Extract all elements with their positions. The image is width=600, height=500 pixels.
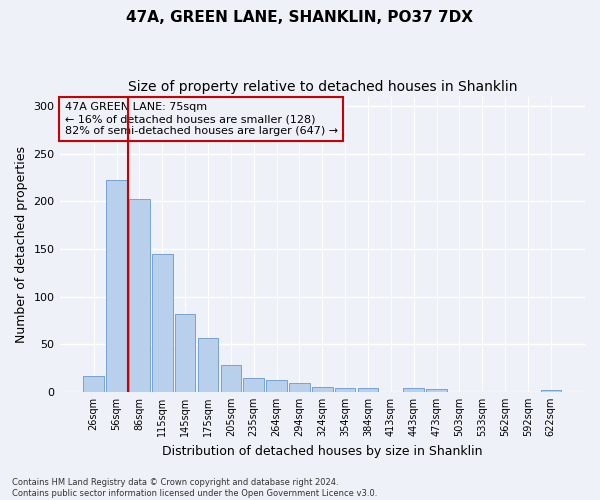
Bar <box>266 380 287 392</box>
Bar <box>175 314 196 392</box>
Text: 47A GREEN LANE: 75sqm
← 16% of detached houses are smaller (128)
82% of semi-det: 47A GREEN LANE: 75sqm ← 16% of detached … <box>65 102 338 136</box>
Bar <box>152 254 173 392</box>
Title: Size of property relative to detached houses in Shanklin: Size of property relative to detached ho… <box>128 80 517 94</box>
Bar <box>426 389 447 392</box>
Bar <box>335 388 355 392</box>
Bar <box>106 180 127 392</box>
Y-axis label: Number of detached properties: Number of detached properties <box>15 146 28 342</box>
Bar <box>541 390 561 392</box>
Text: 47A, GREEN LANE, SHANKLIN, PO37 7DX: 47A, GREEN LANE, SHANKLIN, PO37 7DX <box>127 10 473 25</box>
Bar <box>312 387 332 392</box>
Bar <box>244 378 264 392</box>
Bar <box>403 388 424 392</box>
Bar <box>289 384 310 392</box>
Text: Contains HM Land Registry data © Crown copyright and database right 2024.
Contai: Contains HM Land Registry data © Crown c… <box>12 478 377 498</box>
Bar <box>221 366 241 392</box>
X-axis label: Distribution of detached houses by size in Shanklin: Distribution of detached houses by size … <box>162 444 482 458</box>
Bar <box>129 200 150 392</box>
Bar <box>83 376 104 392</box>
Bar <box>198 338 218 392</box>
Bar <box>358 388 378 392</box>
